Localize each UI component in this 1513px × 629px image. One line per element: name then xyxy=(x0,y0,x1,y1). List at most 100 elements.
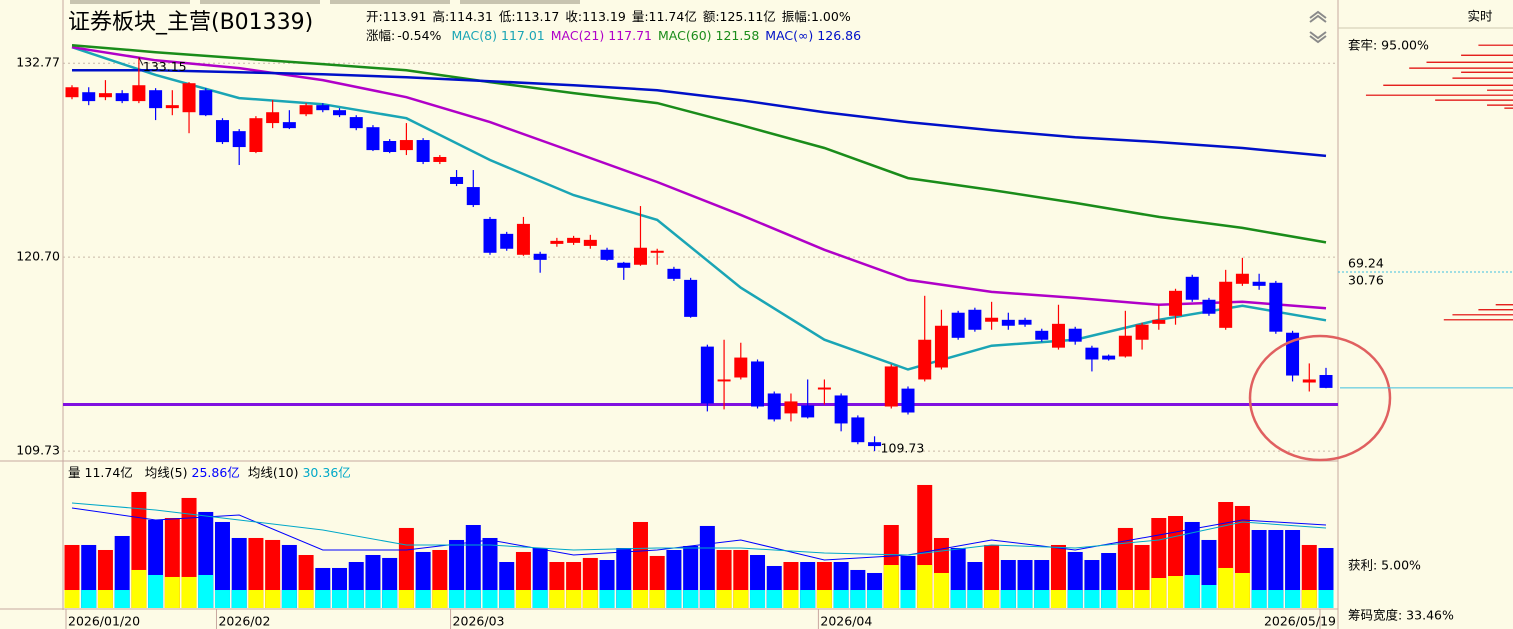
candle-body xyxy=(650,250,664,253)
volume-inner xyxy=(398,590,414,608)
scroll-down-icon[interactable] xyxy=(1309,31,1327,44)
scroll-up-icon[interactable] xyxy=(1309,10,1327,23)
candle-body xyxy=(834,395,848,424)
value: 125.11亿 xyxy=(720,9,776,24)
candle-body xyxy=(1018,319,1032,325)
volume-inner xyxy=(1285,590,1301,608)
label: 高: xyxy=(432,9,449,24)
volume-legend: 量 11.74亿 均线(5) 25.86亿 均线(10) 30.36亿 xyxy=(68,465,351,480)
y-tick-label: 132.77 xyxy=(16,55,60,70)
candle-body xyxy=(399,140,413,151)
volume-inner xyxy=(666,590,682,608)
chip-width: 筹码宽度: 33.46% xyxy=(1348,608,1454,623)
volume-inner xyxy=(1201,585,1217,608)
volume-inner xyxy=(933,572,949,608)
volume-inner xyxy=(1151,577,1167,608)
high-annotation: 133.15 xyxy=(143,59,187,74)
volume-inner xyxy=(850,590,866,608)
volume-inner xyxy=(833,590,849,608)
y-tick-label: 109.73 xyxy=(16,443,60,458)
candle-body xyxy=(717,379,731,382)
candle-body xyxy=(249,118,263,153)
candle-body xyxy=(266,112,280,124)
volume-bar xyxy=(1285,530,1301,608)
candle-body xyxy=(784,401,798,414)
candle-body xyxy=(851,417,865,443)
candle-body xyxy=(1185,276,1199,300)
chip-lower: 30.76 xyxy=(1348,273,1384,288)
value: 114.31 xyxy=(449,9,493,24)
volume-inner xyxy=(766,590,782,608)
volume-inner xyxy=(1251,590,1267,608)
volume-inner xyxy=(1017,590,1033,608)
candle-body xyxy=(884,366,898,407)
volume-inner xyxy=(800,590,816,608)
label: 开: xyxy=(366,9,383,24)
volume-inner xyxy=(683,590,699,608)
volume-inner xyxy=(1218,567,1234,608)
label: 振幅: xyxy=(782,9,811,24)
volume-inner xyxy=(64,590,80,608)
volume-bar xyxy=(465,524,481,608)
candle-body xyxy=(817,387,831,390)
volume-inner xyxy=(632,590,648,608)
trapped-ratio: 套牢: 95.00% xyxy=(1348,38,1429,53)
volume-inner xyxy=(699,590,715,608)
volume-inner xyxy=(950,590,966,608)
volume-inner xyxy=(1000,590,1016,608)
candle-body xyxy=(1169,290,1183,316)
candle-body xyxy=(132,85,146,102)
volume-inner xyxy=(332,590,348,608)
candle-body xyxy=(182,83,196,113)
volume-inner xyxy=(566,590,582,608)
candle-body xyxy=(968,309,982,330)
volume-bar xyxy=(632,521,648,608)
value: 1.00% xyxy=(811,9,851,24)
candle-body xyxy=(1068,328,1082,342)
x-tick-label: 2026/05/19 xyxy=(1264,614,1336,629)
candle-body xyxy=(684,279,698,317)
volume-bar xyxy=(1117,527,1133,608)
candle-body xyxy=(600,249,614,260)
candle-body xyxy=(1319,374,1333,388)
profit-ratio: 获利: 5.00% xyxy=(1348,558,1421,573)
candle-body xyxy=(934,325,948,368)
candle-body xyxy=(985,317,999,322)
plot-area: 132.77 120.70 109.73 133.15 109.73 2026/01/20… xyxy=(16,43,1338,629)
tab-realtime[interactable]: 实时 xyxy=(1467,9,1493,24)
candle-body xyxy=(115,93,129,102)
volume-inner xyxy=(231,590,247,608)
volume-inner xyxy=(867,590,883,608)
x-tick-label: 2026/02 xyxy=(218,614,270,629)
volume-inner xyxy=(1050,590,1066,608)
x-tick-label: 2026/03 xyxy=(453,614,505,629)
volume-inner xyxy=(164,576,180,608)
candle-body xyxy=(533,253,547,260)
volume-inner xyxy=(1117,590,1133,608)
volume-inner xyxy=(1067,590,1083,608)
label: 量: xyxy=(632,9,649,24)
candle-body xyxy=(1269,282,1283,332)
volume-inner xyxy=(1101,590,1117,608)
volume-inner xyxy=(649,590,665,608)
volume-inner xyxy=(1034,590,1050,608)
volume-inner xyxy=(248,590,264,608)
volume-inner xyxy=(1184,574,1200,608)
volume-bar xyxy=(1251,530,1267,608)
ma-line xyxy=(71,46,1327,371)
label: 收: xyxy=(565,9,582,24)
volume-inner xyxy=(114,590,130,608)
candle-body xyxy=(901,388,915,413)
volume-inner xyxy=(298,590,314,608)
volume-inner xyxy=(1134,590,1150,608)
value: 113.91 xyxy=(383,9,427,24)
candle-body xyxy=(149,90,163,109)
candle-body xyxy=(333,110,347,116)
candle-body xyxy=(617,262,631,268)
candle-body xyxy=(516,223,530,255)
volume-inner xyxy=(1084,590,1100,608)
candle-body xyxy=(751,361,765,407)
x-tick-label: 2026/01/20 xyxy=(68,614,140,629)
volume-inner xyxy=(515,590,531,608)
